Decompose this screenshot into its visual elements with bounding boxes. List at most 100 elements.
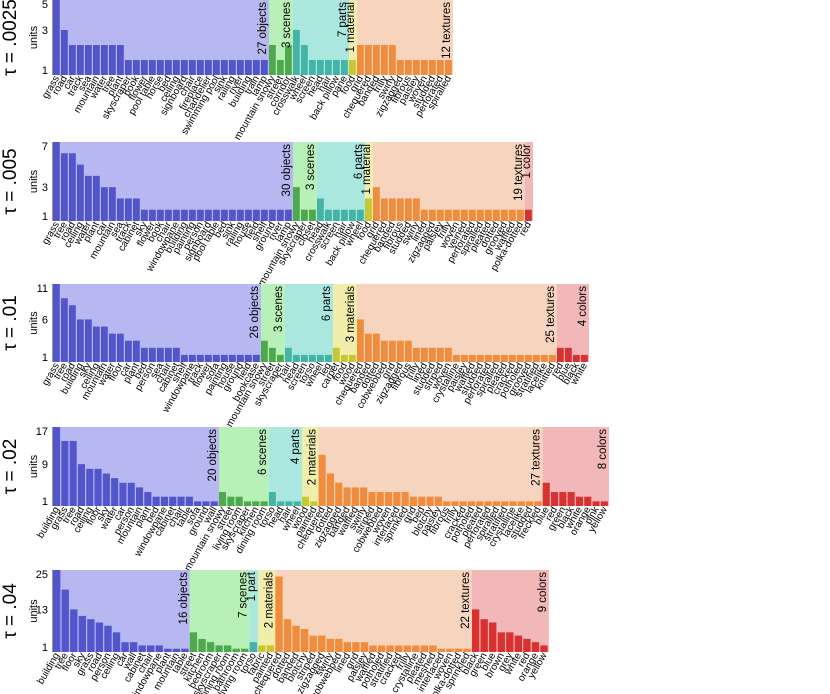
- bar-objects: [173, 60, 180, 75]
- bar-colors: [565, 347, 572, 362]
- bar-objects: [245, 209, 252, 221]
- bar-textures: [437, 648, 446, 652]
- bar-objects: [85, 319, 92, 362]
- bar-objects: [53, 570, 61, 652]
- group-count-label: 8 colors: [597, 429, 609, 470]
- bar-materials: [349, 354, 356, 362]
- bar-textures: [357, 319, 364, 362]
- bar-objects: [104, 625, 112, 652]
- group-band-scenes: [219, 427, 269, 506]
- bar-objects: [213, 60, 220, 75]
- bar-parts: [333, 60, 340, 75]
- group-count-label: 27 textures: [531, 429, 543, 486]
- bar-textures: [397, 340, 404, 362]
- bar-textures: [401, 492, 409, 506]
- bar-textures: [373, 333, 380, 362]
- bar-objects: [121, 642, 129, 652]
- bar-objects: [165, 209, 172, 221]
- bar-objects: [229, 209, 236, 221]
- group-band-materials: [302, 427, 319, 506]
- y-tick-label: 11: [37, 283, 48, 295]
- bar-objects: [173, 347, 180, 362]
- bar-colors: [471, 609, 480, 652]
- bar-textures: [352, 642, 360, 652]
- bar-textures: [365, 333, 372, 362]
- bar-textures: [477, 209, 484, 221]
- bar-objects: [53, 284, 60, 362]
- bar-objects: [86, 468, 94, 506]
- bar-objects: [141, 347, 148, 362]
- bar-scenes: [232, 648, 240, 652]
- bar-textures: [437, 60, 444, 75]
- y-tick-label: 13: [36, 604, 48, 616]
- bar-objects: [149, 347, 156, 362]
- bar-scenes: [285, 45, 292, 75]
- bar-objects: [53, 0, 60, 75]
- group-count-label: 6 scenes: [257, 429, 269, 475]
- bar-colors: [542, 482, 550, 506]
- bar-objects: [125, 340, 132, 362]
- bar-materials: [258, 645, 266, 652]
- bar-textures: [429, 645, 437, 652]
- bar-textures: [403, 645, 411, 652]
- y-tick-label: 7: [42, 141, 48, 153]
- bar-scenes: [309, 209, 316, 221]
- bar-textures: [421, 209, 428, 221]
- bar-scenes: [261, 340, 268, 362]
- bar-parts: [309, 354, 316, 362]
- bar-parts: [309, 60, 316, 75]
- bar-textures: [485, 209, 492, 221]
- bar-objects: [221, 60, 228, 75]
- bar-objects: [169, 496, 177, 506]
- bar-objects: [229, 354, 236, 362]
- bar-objects: [147, 645, 155, 652]
- bar-objects: [172, 648, 181, 652]
- tau-row-label: τ = .005: [0, 148, 21, 214]
- bar-textures: [389, 198, 396, 221]
- bar-textures: [509, 501, 517, 506]
- bar-objects: [261, 60, 268, 75]
- bar-objects: [149, 209, 156, 221]
- bar-objects: [152, 496, 160, 506]
- bar-colors: [480, 619, 488, 652]
- y-tick-label: 5: [42, 0, 48, 11]
- bar-objects: [157, 209, 164, 221]
- bar-objects: [155, 645, 163, 652]
- bar-objects: [93, 326, 100, 362]
- bar-objects: [181, 209, 188, 221]
- group-count-label: 30 objects: [281, 144, 293, 197]
- group-count-label: 27 objects: [257, 2, 269, 55]
- bar-textures: [541, 354, 548, 362]
- bar-scenes: [293, 187, 300, 221]
- bar-objects: [189, 60, 196, 75]
- bar-textures: [300, 629, 309, 652]
- bar-objects: [160, 496, 168, 506]
- bar-textures: [517, 209, 524, 221]
- bar-objects: [237, 60, 244, 75]
- bar-parts: [349, 209, 356, 221]
- bar-materials: [341, 354, 348, 362]
- bar-objects: [285, 209, 292, 221]
- bar-objects: [189, 354, 196, 362]
- y-tick-label: 1: [42, 352, 48, 364]
- bar-textures: [421, 60, 428, 75]
- bar-objects: [165, 60, 172, 75]
- bar-textures: [385, 492, 393, 506]
- y-axis-label: units: [28, 25, 40, 49]
- bar-textures: [476, 501, 484, 506]
- bar-textures: [429, 60, 436, 75]
- bar-objects: [61, 153, 68, 221]
- y-tick-label: 1: [42, 642, 48, 654]
- bar-colors: [592, 501, 600, 506]
- bar-parts: [333, 209, 340, 221]
- bar-textures: [434, 496, 442, 506]
- bar-parts: [293, 501, 301, 506]
- bar-textures: [381, 45, 388, 75]
- bar-objects: [138, 645, 146, 652]
- bar-objects: [136, 487, 144, 506]
- bar-objects: [133, 198, 140, 221]
- bar-colors: [567, 492, 575, 506]
- bar-textures: [429, 347, 436, 362]
- bar-objects: [205, 60, 212, 75]
- bar-parts: [341, 209, 348, 221]
